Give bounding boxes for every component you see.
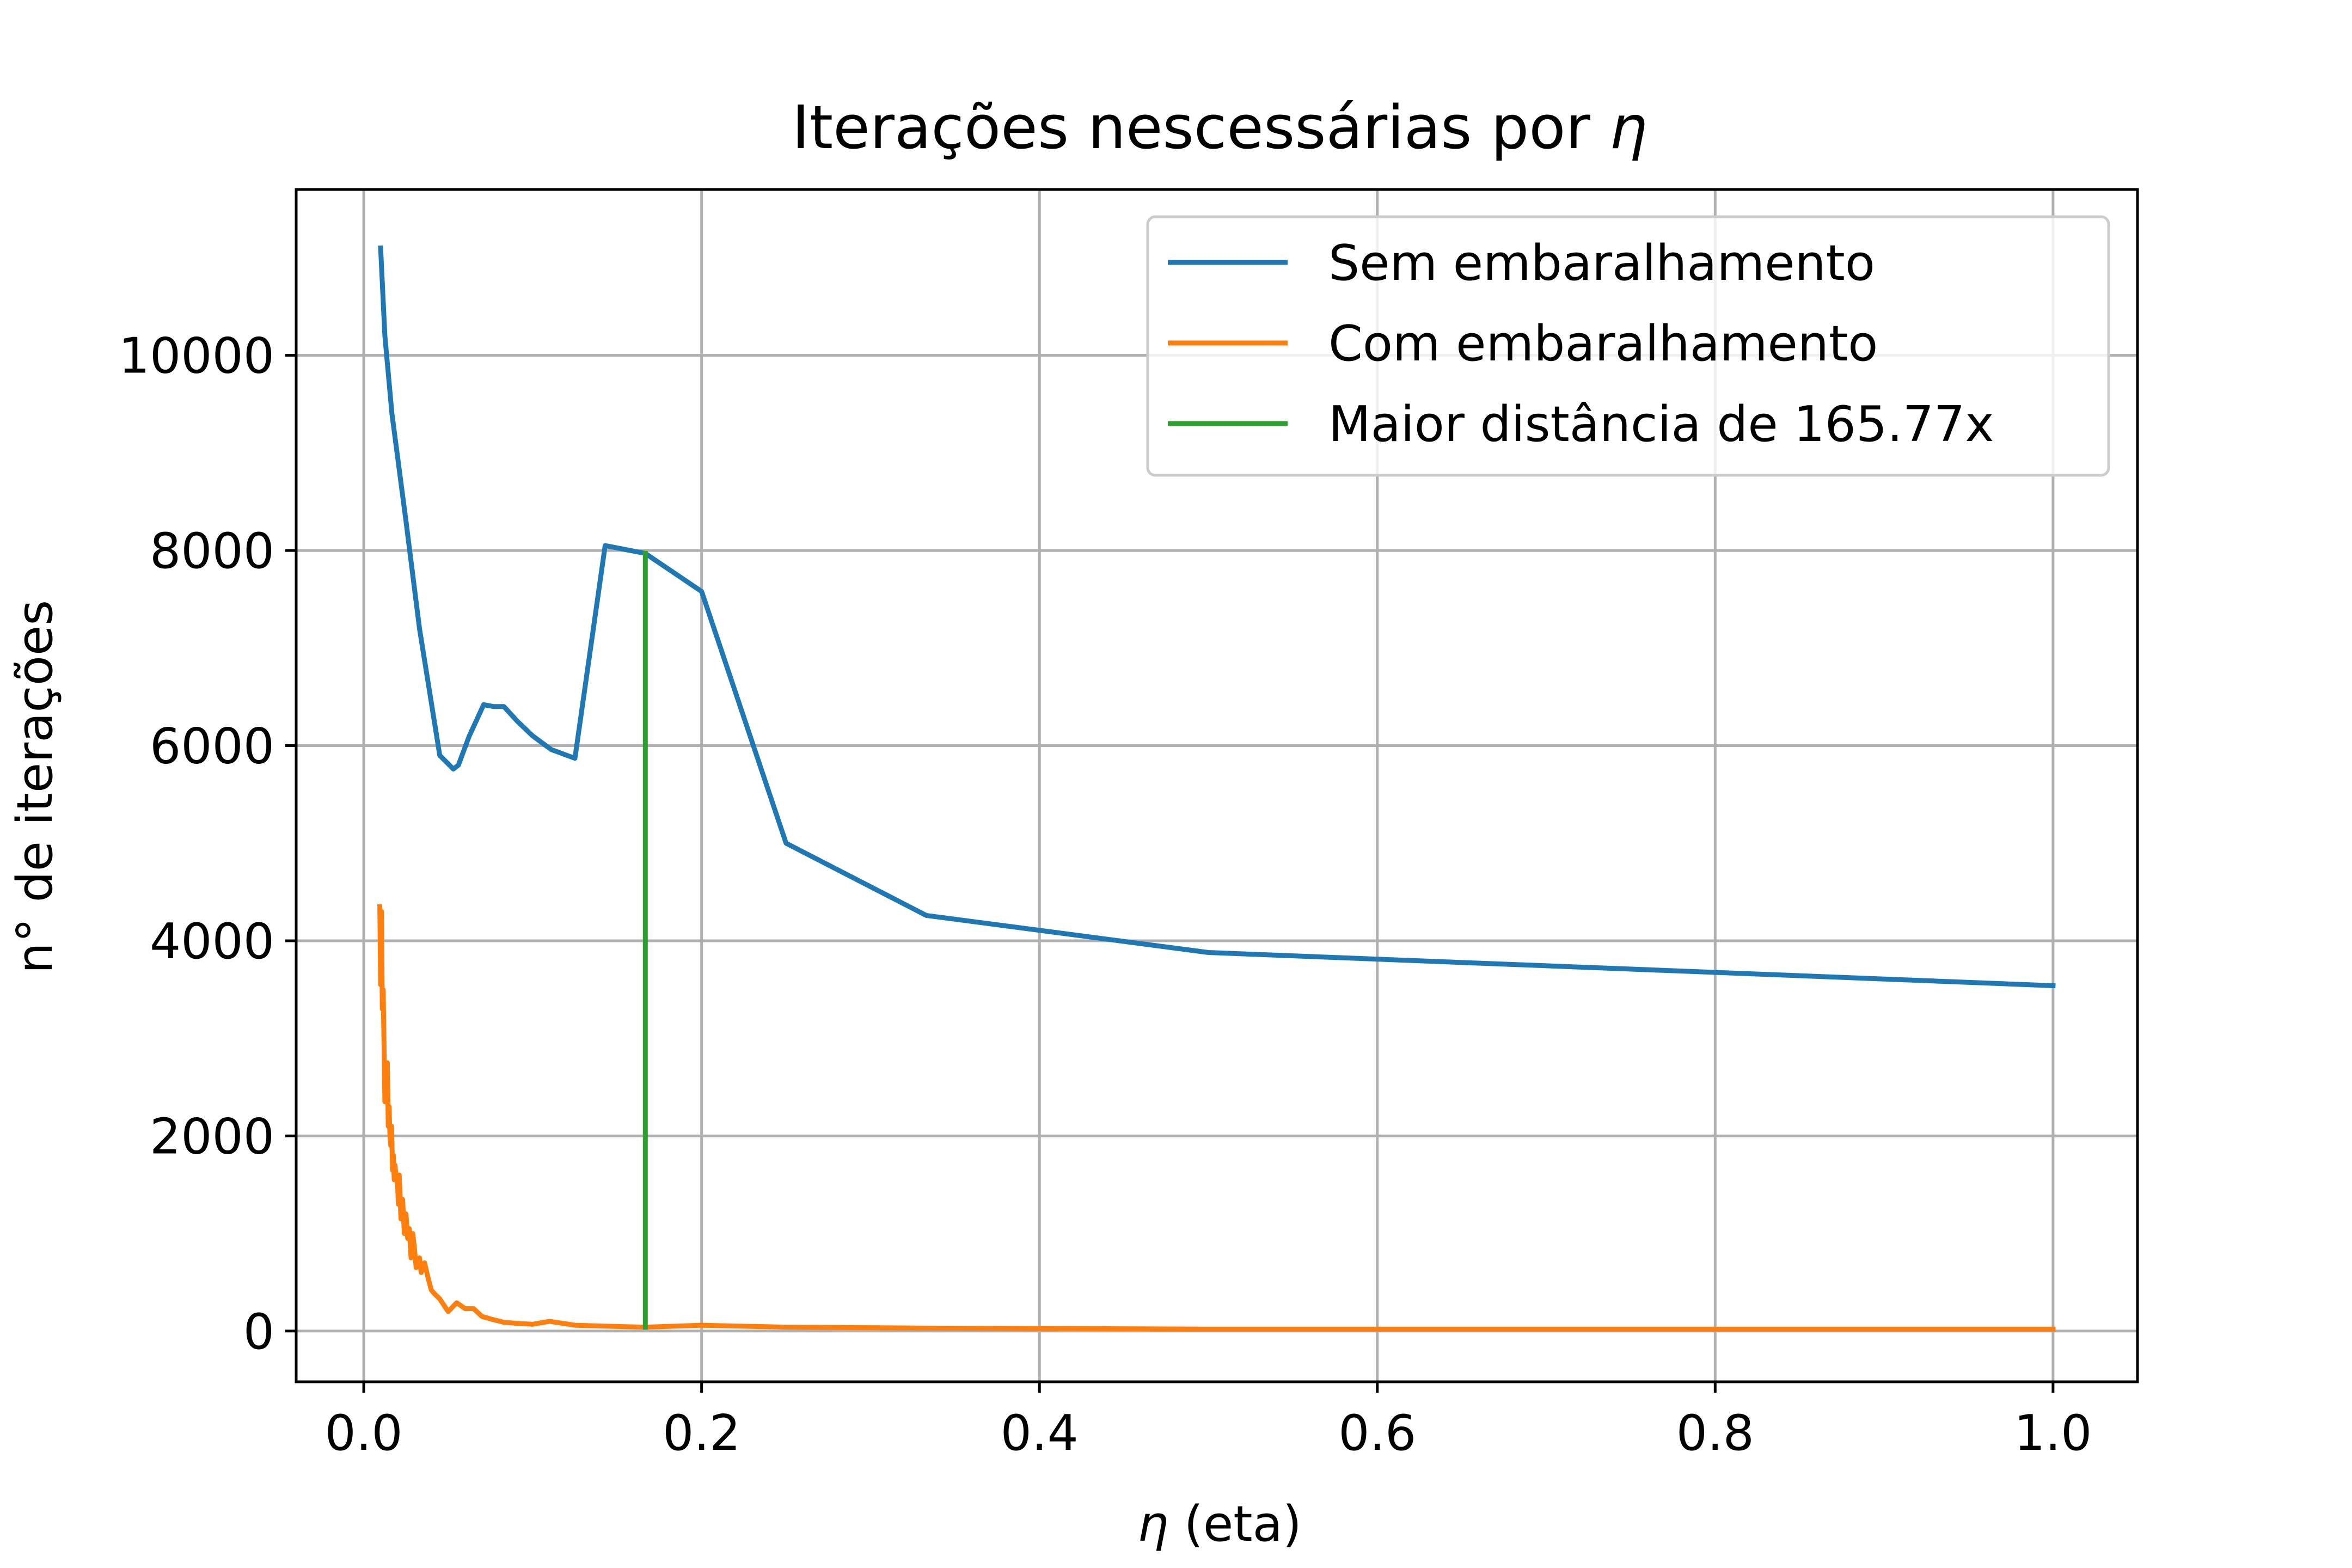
series-line-com-embaralhamento (377, 904, 2056, 1332)
x-tick-label: 0.2 (663, 1405, 740, 1462)
x-axis-ticks: 0.0 0.2 0.4 0.6 0.8 1.0 (325, 1382, 2092, 1462)
plot-series (377, 245, 2056, 1332)
legend-entry-maior-distancia: Maior distância de 165.77x (1168, 396, 1994, 453)
y-tick-label: 2000 (150, 1108, 274, 1165)
y-tick-label: 6000 (150, 718, 274, 775)
x-tick-label: 0.6 (1338, 1405, 1416, 1462)
legend: Sem embaralhamento Com embaralhamento Maio… (1146, 215, 2110, 477)
chart-title: Iterações nescessárias por η (792, 93, 1647, 162)
x-tick-label: 0.0 (325, 1405, 403, 1462)
x-axis-label: η (eta) (1137, 1496, 1302, 1553)
legend-label: Maior distância de 165.77x (1328, 396, 1994, 453)
series-line-sem-embaralhamento (378, 245, 2056, 989)
legend-label: Com embaralhamento (1328, 315, 1878, 372)
grid-lines (296, 189, 2137, 1382)
legend-box (1146, 215, 2110, 477)
x-tick-label: 0.4 (1001, 1405, 1079, 1462)
y-axis-label: n° de iterações (7, 600, 64, 973)
x-tick-label: 1.0 (2014, 1405, 2092, 1462)
y-tick-label: 0 (243, 1303, 274, 1361)
legend-entry-com-embaralhamento: Com embaralhamento (1168, 315, 1878, 372)
legend-label: Sem embaralhamento (1328, 235, 1875, 292)
y-tick-label: 10000 (119, 328, 274, 385)
x-tick-label: 0.8 (1676, 1405, 1754, 1462)
legend-entry-sem-embaralhamento: Sem embaralhamento (1168, 235, 1875, 292)
y-axis-ticks: 0 2000 4000 6000 8000 10000 (119, 328, 296, 1361)
y-tick-label: 4000 (150, 913, 274, 970)
y-tick-label: 8000 (150, 523, 274, 580)
plot-frame (295, 188, 2139, 1383)
